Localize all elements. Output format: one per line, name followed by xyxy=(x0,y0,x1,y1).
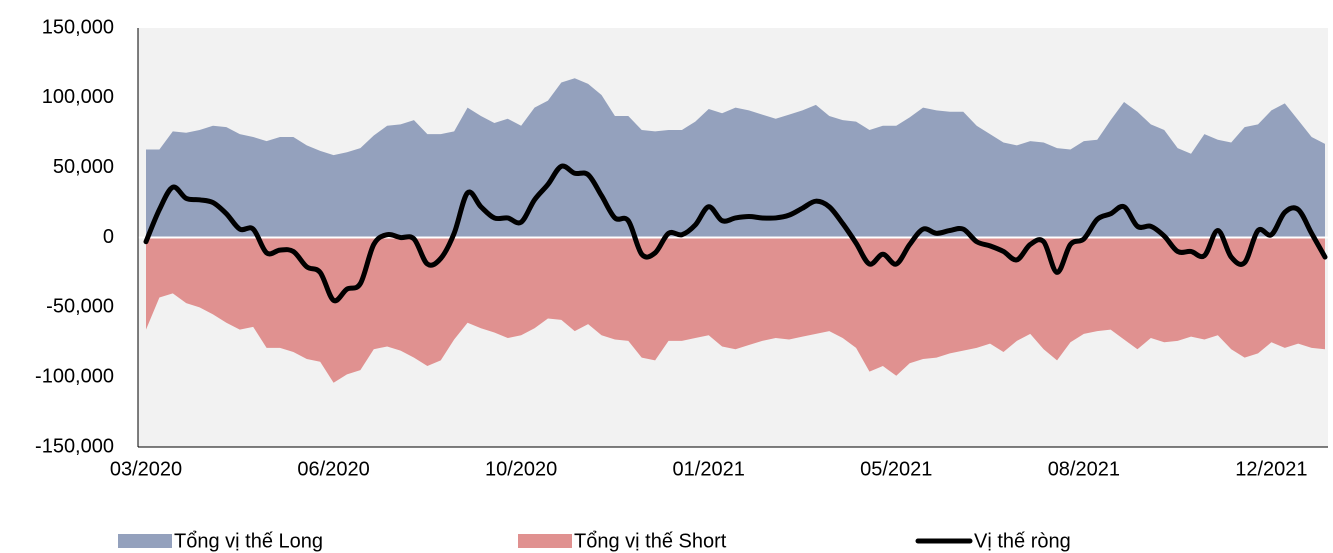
y-tick-label: 0 xyxy=(103,226,114,248)
x-tick-label: 06/2020 xyxy=(297,458,369,480)
y-tick-label: 150,000 xyxy=(42,16,114,38)
legend-label: Tổng vị thế Long xyxy=(174,530,323,552)
legend-label: Vị thế ròng xyxy=(974,530,1071,552)
line xyxy=(143,163,1328,304)
x-tick-label: 10/2020 xyxy=(485,458,557,480)
x-tick-label: 08/2021 xyxy=(1048,458,1120,480)
x-tick-label: 01/2021 xyxy=(673,458,745,480)
legend-swatch xyxy=(518,534,572,548)
legend-label: Tổng vị thế Short xyxy=(574,530,727,552)
area xyxy=(146,78,1325,238)
y-tick-label: -50,000 xyxy=(46,296,114,318)
y-tick-label: -150,000 xyxy=(35,435,114,457)
area xyxy=(146,237,1325,383)
x-tick-label: 05/2021 xyxy=(860,458,932,480)
x-tick-label: 03/2020 xyxy=(110,458,182,480)
y-tick-label: -100,000 xyxy=(35,365,114,387)
legend-swatch xyxy=(118,534,172,548)
y-tick-label: 100,000 xyxy=(42,86,114,108)
x-tick-label: 12/2021 xyxy=(1235,458,1307,480)
y-tick-label: 50,000 xyxy=(53,156,114,178)
